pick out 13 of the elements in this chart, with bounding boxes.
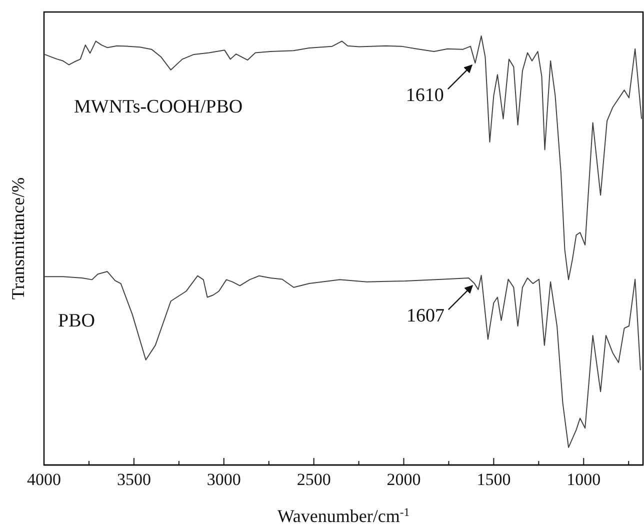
x-tick-label: 3000 — [206, 470, 241, 489]
x-tick-label: 4000 — [27, 470, 61, 489]
x-tick-label: 2500 — [296, 470, 331, 489]
x-tick-label: 2000 — [386, 470, 421, 489]
annotation: 1607 — [406, 306, 444, 327]
x-axis-title: Wavenumber/cm$^{-1}$ — [277, 506, 410, 526]
y-axis-title: Transmittance/% — [8, 177, 28, 300]
series-label: MWNTs-COOH/PBO — [74, 96, 243, 118]
x-tick-label: 1500 — [476, 470, 511, 489]
x-tick-label: 3500 — [116, 470, 151, 489]
series-label: PBO — [58, 310, 95, 332]
annotation: 1610 — [406, 85, 444, 106]
x-tick-label: 1000 — [566, 470, 601, 489]
